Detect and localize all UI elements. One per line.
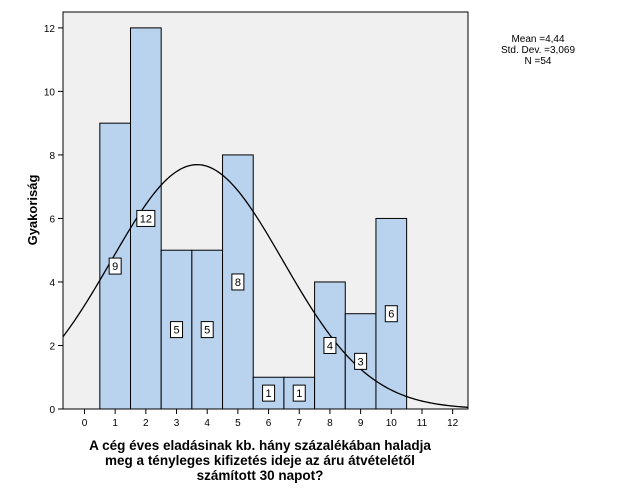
x-tick-label-5: 5 [235,418,241,429]
y-tick-label-6: 6 [49,214,55,225]
x-axis-title-line-1: A cég éves eladásinak kb. hány százaléká… [89,438,431,453]
y-tick-label-8: 8 [49,151,55,162]
x-axis-title-line-3: számított 30 napot? [196,468,324,483]
x-tick-label-6: 6 [266,418,272,429]
data-label-1: 9 [112,261,118,273]
data-label-8: 4 [327,340,333,352]
x-tick-label-12: 12 [447,418,459,429]
data-label-box-4 [200,321,214,339]
x-tick-label-3: 3 [174,418,180,429]
data-label-5: 8 [235,277,241,289]
data-label-box-10 [384,305,398,323]
y-tick-label-0: 0 [49,405,55,416]
x-axis: 0 1 2 3 4 5 6 7 8 9 10 11 12 [82,409,459,429]
y-axis: 0 2 4 6 8 10 12 [44,24,63,416]
x-tick-label-9: 9 [358,418,364,429]
x-axis-title: A cég éves eladásinak kb. hány százaléká… [40,438,480,483]
data-label-box-9 [354,352,368,370]
x-tick-label-0: 0 [82,418,88,429]
x-tick-label-10: 10 [386,418,398,429]
normal-curve [62,163,469,408]
y-tick-label-10: 10 [44,87,56,98]
y-axis-title: Gyakoriság [25,175,40,246]
x-tick-label-2: 2 [143,418,149,429]
data-label-7: 1 [296,388,302,400]
x-tick-label-11: 11 [417,418,428,429]
data-label-box-3 [170,321,184,339]
x-axis-title-line-2: meg a tényleges kifizetés ideje az áru á… [105,453,415,468]
y-tick-label-4: 4 [49,278,55,289]
y-tick-label-12: 12 [44,24,56,35]
data-label-9: 3 [358,356,364,368]
x-tick-label-4: 4 [204,418,210,429]
data-label-2: 12 [140,213,152,225]
data-label-10: 6 [388,309,394,321]
data-label-box-7 [292,384,306,402]
data-label-4: 5 [204,325,210,337]
x-tick-label-7: 7 [296,418,302,429]
x-tick-label-8: 8 [327,418,333,429]
y-tick-label-2: 2 [49,341,55,352]
data-label-3: 5 [173,325,179,337]
data-label-box-5 [231,273,245,291]
data-label-box-8 [323,336,337,354]
n-label: N =54 [524,56,552,67]
data-label-box-2 [136,209,156,227]
stats-legend: Mean =4,44 Std. Dev. =3,069 N =54 [492,34,584,67]
data-label-6: 1 [266,388,272,400]
x-tick-label-1: 1 [112,418,118,429]
std-dev-label: Std. Dev. =3,069 [500,45,576,56]
bar-7 [283,376,316,410]
data-label-box-1 [108,257,122,275]
data-label-box-6 [262,384,276,402]
mean-label: Mean =4,44 [511,34,565,45]
